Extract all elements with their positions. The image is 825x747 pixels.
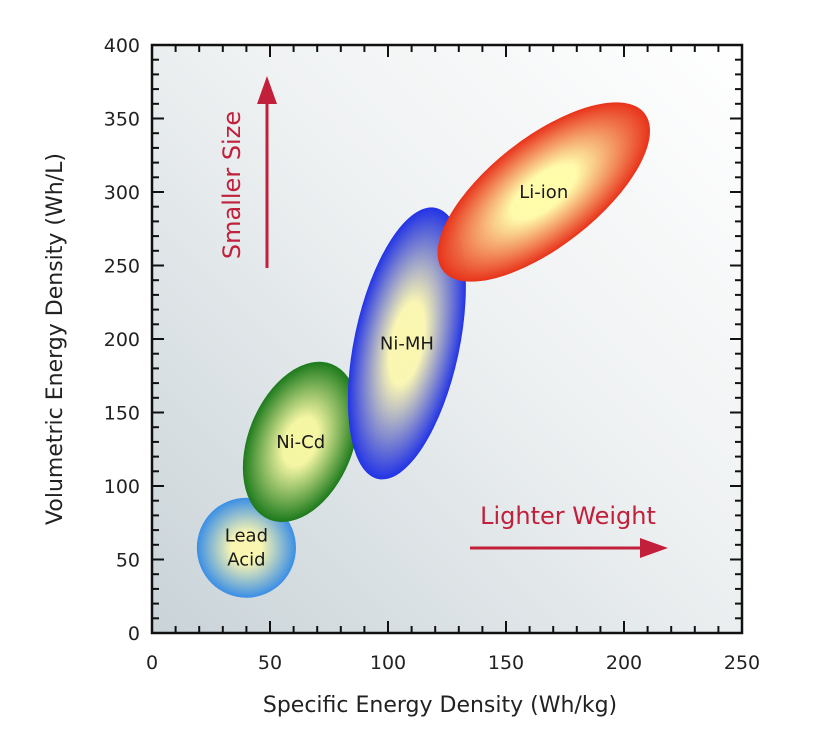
region-ellipse: [347, 207, 466, 480]
x-tick-label: 200: [606, 652, 642, 674]
lighter-weight-annotation: Lighter Weight: [470, 502, 668, 558]
region-ni-cd: Ni-Cd: [242, 361, 359, 523]
y-tick-label: 150: [104, 403, 140, 425]
region-ni-mh: Ni-MH: [347, 207, 466, 480]
y-tick-label: 350: [104, 109, 140, 131]
y-tick-label: 400: [104, 35, 140, 57]
y-tick-label: 250: [104, 256, 140, 278]
smaller-size-label: Smaller Size: [218, 111, 246, 259]
x-tick-label: 0: [146, 652, 158, 674]
plot-frame: [150, 43, 744, 635]
y-tick-label: 100: [104, 476, 140, 498]
x-axis-title: Specific Energy Density (Wh/kg): [263, 693, 617, 718]
smaller-size-annotation: Smaller Size: [218, 76, 277, 268]
x-tick-label: 150: [488, 652, 524, 674]
x-tick-label: 100: [370, 652, 406, 674]
region-lead-acid: Lead Acid: [196, 497, 296, 598]
y-tick-label: 50: [116, 550, 140, 572]
region-ellipse: [437, 102, 650, 282]
region-ellipse: [196, 497, 296, 598]
right-arrow-icon: [640, 538, 668, 558]
y-axis-title: Volumetric Energy Density (Wh/L): [43, 153, 68, 525]
region-ellipse: [242, 361, 359, 523]
y-tick-label: 300: [104, 182, 140, 204]
y-tick-label: 200: [104, 329, 140, 351]
up-arrow-icon: [257, 76, 277, 104]
region-label: Lead: [225, 526, 268, 547]
region-li-ion: Li-ion: [437, 102, 650, 282]
y-tick-label: 0: [128, 623, 140, 645]
region-label: Ni-MH: [380, 333, 434, 354]
region-label: Li-ion: [519, 182, 568, 203]
x-tick-label: 50: [258, 652, 282, 674]
lighter-weight-label: Lighter Weight: [480, 502, 656, 530]
x-tick-label: 250: [724, 652, 760, 674]
region-label: Acid: [227, 550, 265, 571]
region-label: Ni-Cd: [276, 432, 325, 453]
